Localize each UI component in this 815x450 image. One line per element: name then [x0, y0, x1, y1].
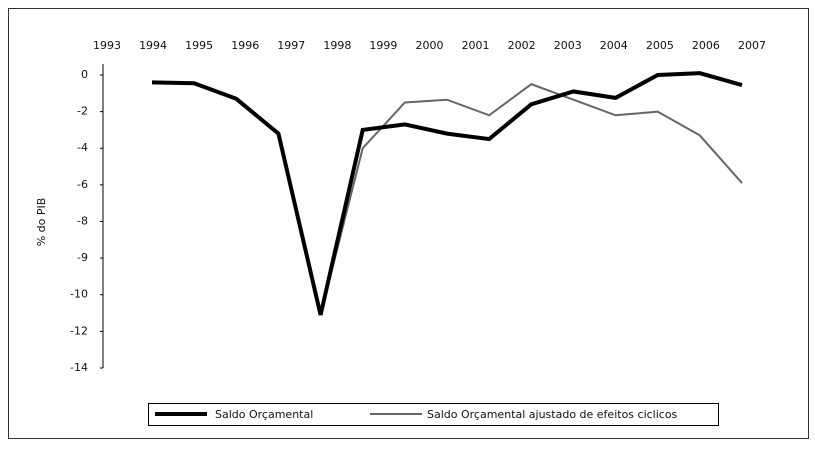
legend-label: Saldo Orçamental ajustado de efeitos cic…	[427, 408, 678, 421]
x-tick-label: 2001	[462, 39, 490, 52]
x-tick-label: 1995	[185, 39, 213, 52]
series-line	[151, 71, 743, 316]
x-tick-label: 2004	[600, 39, 628, 52]
y-tick-label: -12	[70, 324, 88, 337]
x-tick-label: 1994	[139, 39, 167, 52]
frame	[8, 8, 809, 439]
y-tick-label: -8	[77, 214, 88, 227]
x-tick-label: 2005	[646, 39, 674, 52]
y-tick-label: -10	[70, 288, 88, 301]
x-tick-label: 1993	[93, 39, 121, 52]
y-tick-label: -9	[77, 251, 88, 264]
y-tick-label: -6	[77, 178, 88, 191]
y-tick-label: -4	[77, 141, 88, 154]
y-tick-label: 0	[81, 68, 88, 81]
x-tick-label: 2002	[508, 39, 536, 52]
y-axis-label: % do PIB	[35, 198, 48, 247]
x-tick-label: 1998	[323, 39, 351, 52]
legend-label: Saldo Orçamental	[215, 408, 313, 421]
x-tick-label: 1997	[277, 39, 305, 52]
y-tick-label: -14	[70, 361, 88, 374]
series-line	[151, 81, 743, 316]
x-tick-label: 2007	[738, 39, 766, 52]
x-tick-label: 2003	[554, 39, 582, 52]
y-tick-label: -2	[77, 105, 88, 118]
x-tick-label: 1996	[231, 39, 259, 52]
legend	[148, 403, 719, 426]
x-tick-label: 2000	[416, 39, 444, 52]
x-tick-label: 2006	[692, 39, 720, 52]
x-tick-label: 1999	[369, 39, 397, 52]
